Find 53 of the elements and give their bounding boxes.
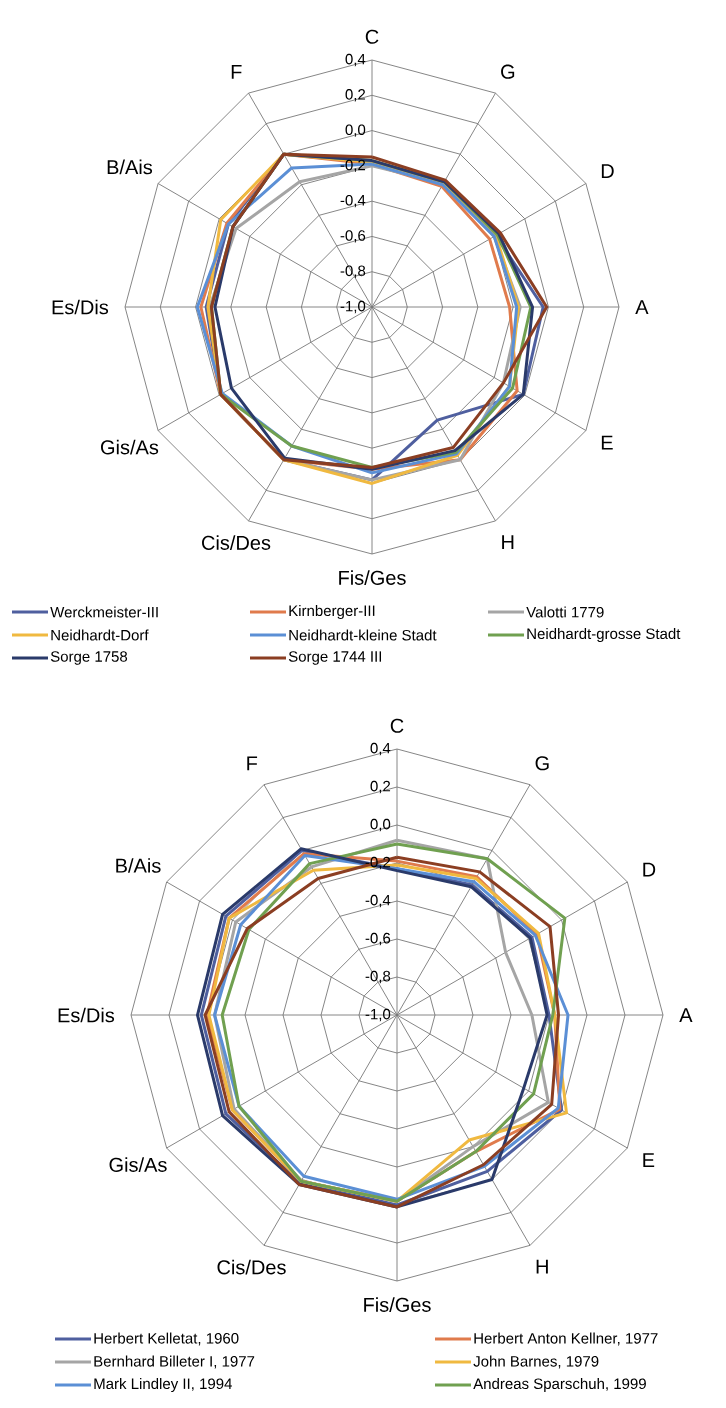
legend-label: Mark Lindley II, 1994 [94,1378,232,1392]
y-tick-label: -0,8 [340,265,366,278]
spoke-label: Cis/Des [217,1259,286,1275]
spoke-label: A [635,300,649,314]
spoke-label: Fis/Ges [364,1297,431,1312]
legend-label: Neidhardt-kleine Stadt [289,629,437,641]
spoke-label: G [535,756,549,771]
legend-label: Herbert Kelletat, 1960 [94,1332,239,1346]
y-tick-label: 0,4 [370,742,391,756]
y-tick-label: 0,2 [345,89,366,102]
spoke-label: Cis/Des [202,535,271,550]
y-tick-label: -0,2 [340,159,366,173]
y-tick-label: -0,4 [365,894,391,908]
y-tick-label: 0,0 [345,124,366,137]
y-tick-label: -0,6 [340,230,366,243]
y-tick-label: 0,4 [345,53,366,67]
legend-label: Sorge 1758 [50,651,128,665]
legend-label: Werckmeister-III [50,606,158,618]
y-tick-label: -1,0 [365,1008,391,1022]
spoke-label: Es/Dis [58,1007,115,1023]
spoke-label: Gis/As [100,439,159,455]
legend-label: Andreas Sparschuh, 1999 [473,1378,646,1392]
spoke-label: D [643,862,656,877]
legend-label: Herbert Anton Kellner, 1977 [474,1332,658,1346]
spoke-label: C [365,29,379,44]
spoke-label: E [643,1153,655,1168]
legend-label: Valotti 1779 [526,606,604,618]
spoke-label: H [536,1259,548,1274]
y-tick-label: 0,0 [370,818,391,832]
spoke-label: Fis/Ges [339,570,406,585]
spoke-label: H [502,535,514,549]
legend-label: Kirnberger-III [289,605,375,619]
spoke-label: F [247,756,258,771]
y-tick-label: -0,4 [340,194,366,208]
spoke-label: B/Ais [116,858,161,873]
spoke-label: F [231,65,242,79]
spoke-label: E [601,435,613,450]
spoke-label: A [679,1008,693,1022]
y-tick-label: -1,0 [340,300,366,314]
legend-label: Neidhardt-grosse Stadt [527,628,681,642]
y-tick-label: 0,2 [370,780,391,794]
legend-label: Bernhard Billeter I, 1977 [94,1355,255,1369]
spoke-label: Gis/As [109,1157,167,1172]
spoke-label: Es/Dis [52,299,109,315]
y-tick-label: -0,6 [365,932,391,946]
spoke-label: D [601,164,614,178]
y-tick-label: -0,8 [365,970,391,984]
spoke-label: B/Ais [107,159,153,175]
legend-label: John Barnes, 1979 [473,1355,599,1369]
legend-label: Neidhardt-Dorf [51,629,149,641]
spoke-label: G [501,64,515,79]
spoke-label: C [390,718,404,733]
legend-label: Sorge 1744 III [288,651,382,665]
